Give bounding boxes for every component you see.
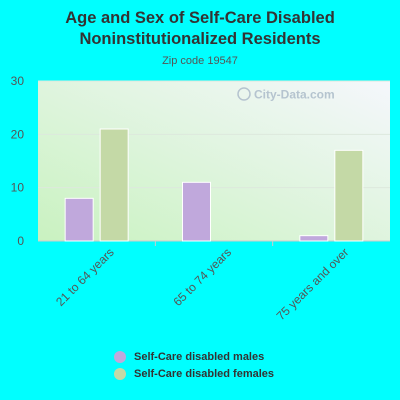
watermark-text: City-Data.com (254, 88, 335, 102)
bar-males (299, 235, 329, 242)
gridlines (38, 80, 390, 246)
bar-males (182, 181, 211, 242)
y-tick-label: 20 (11, 127, 25, 141)
bars (64, 128, 364, 242)
legend: Self-Care disabled males Self-Care disab… (114, 349, 274, 383)
bar-females (99, 128, 129, 242)
y-axis-ticks: 0 10 20 30 (11, 74, 25, 248)
watermark: City-Data.com (237, 87, 335, 102)
legend-item-females: Self-Care disabled females (114, 366, 274, 382)
y-tick-label: 10 (11, 181, 25, 195)
x-axis-ticks: 21 to 64 years 65 to 74 years 75 years and… (53, 245, 351, 323)
y-tick-label: 0 (17, 234, 24, 248)
bar-females (334, 149, 364, 242)
y-tick-label: 30 (11, 74, 25, 88)
legend-label-males: Self-Care disabled males (134, 351, 265, 363)
chart-subtitle: Zip code 19547 (162, 55, 238, 67)
x-tick-label: 21 to 64 years (53, 245, 117, 309)
legend-item-males: Self-Care disabled males (114, 349, 274, 365)
x-tick-label: 75 years and over (274, 245, 352, 323)
legend-label-females: Self-Care disabled females (134, 368, 275, 380)
legend-swatch-females (114, 368, 126, 380)
bar-males (64, 197, 94, 242)
legend-swatch-males (114, 351, 126, 363)
plot-area (38, 81, 390, 241)
x-tick-label: 65 to 74 years (170, 245, 234, 309)
chart-title: Age and Sex of Self-Care Disabled Nonins… (65, 9, 335, 48)
